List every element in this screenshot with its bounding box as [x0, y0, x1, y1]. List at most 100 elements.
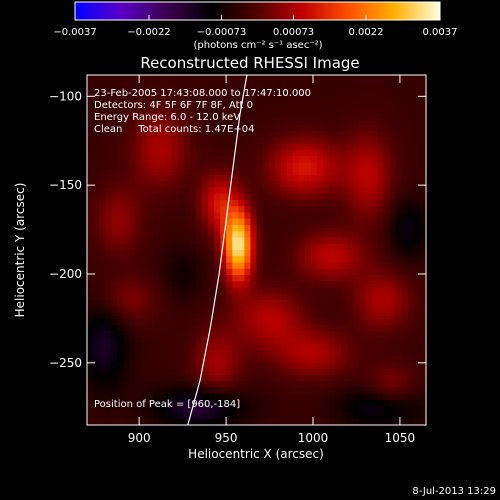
heatmap-cell [111, 175, 118, 182]
heatmap-cell [238, 168, 245, 176]
heatmap-cell [371, 318, 379, 326]
heatmap-cell [220, 118, 227, 126]
heatmap-cell [298, 375, 306, 382]
heatmap-cell [347, 87, 354, 95]
heatmap-cell [159, 275, 167, 282]
heatmap-cell [87, 100, 94, 107]
heatmap-cell [262, 343, 270, 351]
heatmap-cell [238, 275, 245, 282]
heatmap-cell [105, 300, 112, 307]
heatmap-cell [256, 106, 264, 114]
heatmap-cell [383, 162, 391, 170]
heatmap-cell [413, 343, 421, 351]
heatmap-cell [395, 306, 403, 314]
heatmap-cell [383, 81, 391, 89]
heatmap-cell [189, 293, 197, 301]
heatmap-cell [232, 106, 239, 114]
heatmap-cell [292, 206, 300, 214]
heatmap-cell [317, 75, 324, 82]
heatmap-cell [111, 325, 118, 332]
heatmap-cell [99, 325, 106, 332]
heatmap-cell [280, 100, 288, 107]
heatmap-cell [401, 93, 409, 101]
heatmap-cell [268, 393, 276, 401]
colorbar-unit-label: (photons cm⁻² s⁻¹ asec⁻²) [193, 40, 322, 51]
heatmap-cell [141, 225, 149, 232]
heatmap-cell [171, 81, 179, 89]
heatmap-cell [214, 293, 221, 301]
heatmap-cell [298, 100, 306, 107]
heatmap-cell [419, 400, 426, 407]
heatmap-cell [87, 237, 94, 245]
heatmap-cell [202, 256, 209, 264]
heatmap-cell [317, 93, 324, 101]
heatmap-cell [195, 368, 203, 376]
heatmap-cell [232, 387, 239, 395]
heatmap-cell [292, 243, 300, 251]
heatmap-cell [226, 368, 233, 376]
heatmap-cell [238, 112, 245, 120]
heatmap-cell [347, 343, 354, 351]
heatmap-cell [250, 81, 258, 89]
heatmap-cell [244, 243, 252, 251]
heatmap-cell [383, 187, 391, 195]
heatmap-cell [244, 75, 252, 82]
heatmap-cell [298, 187, 306, 195]
heatmap-cell [93, 175, 100, 182]
heatmap-cell [323, 225, 330, 232]
heatmap-cell [286, 181, 294, 189]
heatmap-cell [359, 100, 367, 107]
heatmap-cell [413, 281, 421, 289]
colorbar-tick-label: −0.0022 [127, 27, 170, 38]
heatmap-cell [189, 325, 197, 332]
heatmap-cell [177, 206, 185, 214]
heatmap-cell [226, 181, 233, 189]
heatmap-cell [153, 112, 161, 120]
heatmap-cell [274, 300, 282, 307]
heatmap-cell [189, 187, 197, 195]
heatmap-cell [220, 175, 227, 182]
heatmap-cell [335, 406, 342, 414]
heatmap-cell [323, 325, 330, 332]
heatmap-cell [323, 168, 330, 176]
heatmap-cell [208, 350, 215, 357]
heatmap-cell [377, 306, 385, 314]
heatmap-cell [365, 418, 373, 425]
heatmap-cell [153, 287, 161, 295]
heatmap-cell [335, 106, 342, 114]
heatmap-cell [214, 200, 221, 207]
heatmap-cell [111, 212, 118, 220]
heatmap-cell [304, 87, 312, 95]
heatmap-cell [329, 250, 336, 257]
heatmap-cell [419, 200, 426, 207]
heatmap-cell [419, 331, 426, 339]
heatmap-cell [262, 275, 270, 282]
heatmap-cell [389, 337, 397, 345]
heatmap-cell [111, 181, 118, 189]
heatmap-cell [317, 200, 324, 207]
heatmap-cell [87, 268, 94, 276]
heatmap-cell [389, 275, 397, 282]
heatmap-cell [195, 250, 203, 257]
heatmap-cell [183, 218, 191, 226]
heatmap-cell [413, 268, 421, 276]
heatmap-cell [93, 343, 100, 351]
heatmap-cell [341, 400, 348, 407]
heatmap-cell [407, 218, 415, 226]
heatmap-cell [250, 131, 258, 139]
heatmap-cell [195, 331, 203, 339]
heatmap-cell [105, 418, 112, 425]
heatmap-cell [353, 400, 361, 407]
heatmap-cell [262, 318, 270, 326]
heatmap-cell [268, 362, 276, 370]
heatmap-cell [123, 137, 130, 145]
heatmap-cell [87, 300, 94, 307]
heatmap-cell [171, 243, 179, 251]
heatmap-cell [359, 156, 367, 164]
heatmap-cell [371, 143, 379, 151]
heatmap-cell [87, 193, 94, 201]
heatmap-cell [353, 162, 361, 170]
heatmap-cell [341, 93, 348, 101]
heatmap-cell [371, 393, 379, 401]
heatmap-cell [99, 143, 106, 151]
